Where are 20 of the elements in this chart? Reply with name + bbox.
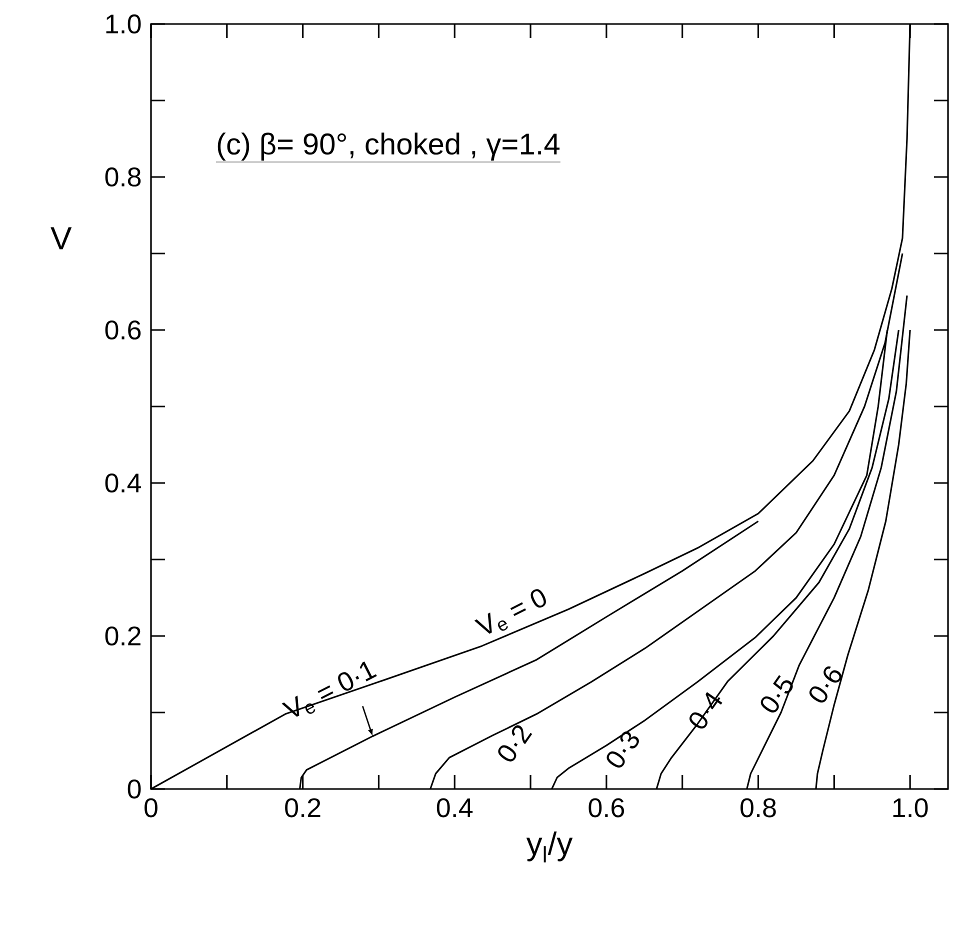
y-tick-label: 0.2: [105, 626, 140, 646]
annotation: 0·2: [498, 725, 532, 762]
x-tick-label: 0.4: [436, 798, 473, 818]
y-tick-label: 0.4: [105, 473, 142, 493]
text: (c) β= 90°, choked , γ=1.4: [218, 132, 560, 161]
y-tick-label: 0.8: [105, 167, 141, 187]
y-tick-label: 0.6: [105, 320, 141, 340]
annotation: 0·5: [760, 675, 793, 712]
y-axis-title: V: [50, 227, 72, 250]
y-tick-label: 1.0: [106, 14, 141, 34]
x-tick-label: 0.2: [285, 798, 320, 818]
annotation: 0·3: [606, 731, 639, 768]
y-tick-label: 0: [128, 779, 141, 799]
x-tick-label: 0.6: [588, 798, 624, 818]
x-tick-label: 1.0: [893, 798, 928, 818]
annotation: V$_{e}$ = 0: [474, 589, 546, 634]
annotation: 0·6: [809, 666, 842, 703]
x-axis-title: y$_{l}$/y: [526, 832, 573, 862]
x-tick-label: 0.8: [740, 798, 776, 818]
x-tick-label: 0: [144, 798, 158, 818]
